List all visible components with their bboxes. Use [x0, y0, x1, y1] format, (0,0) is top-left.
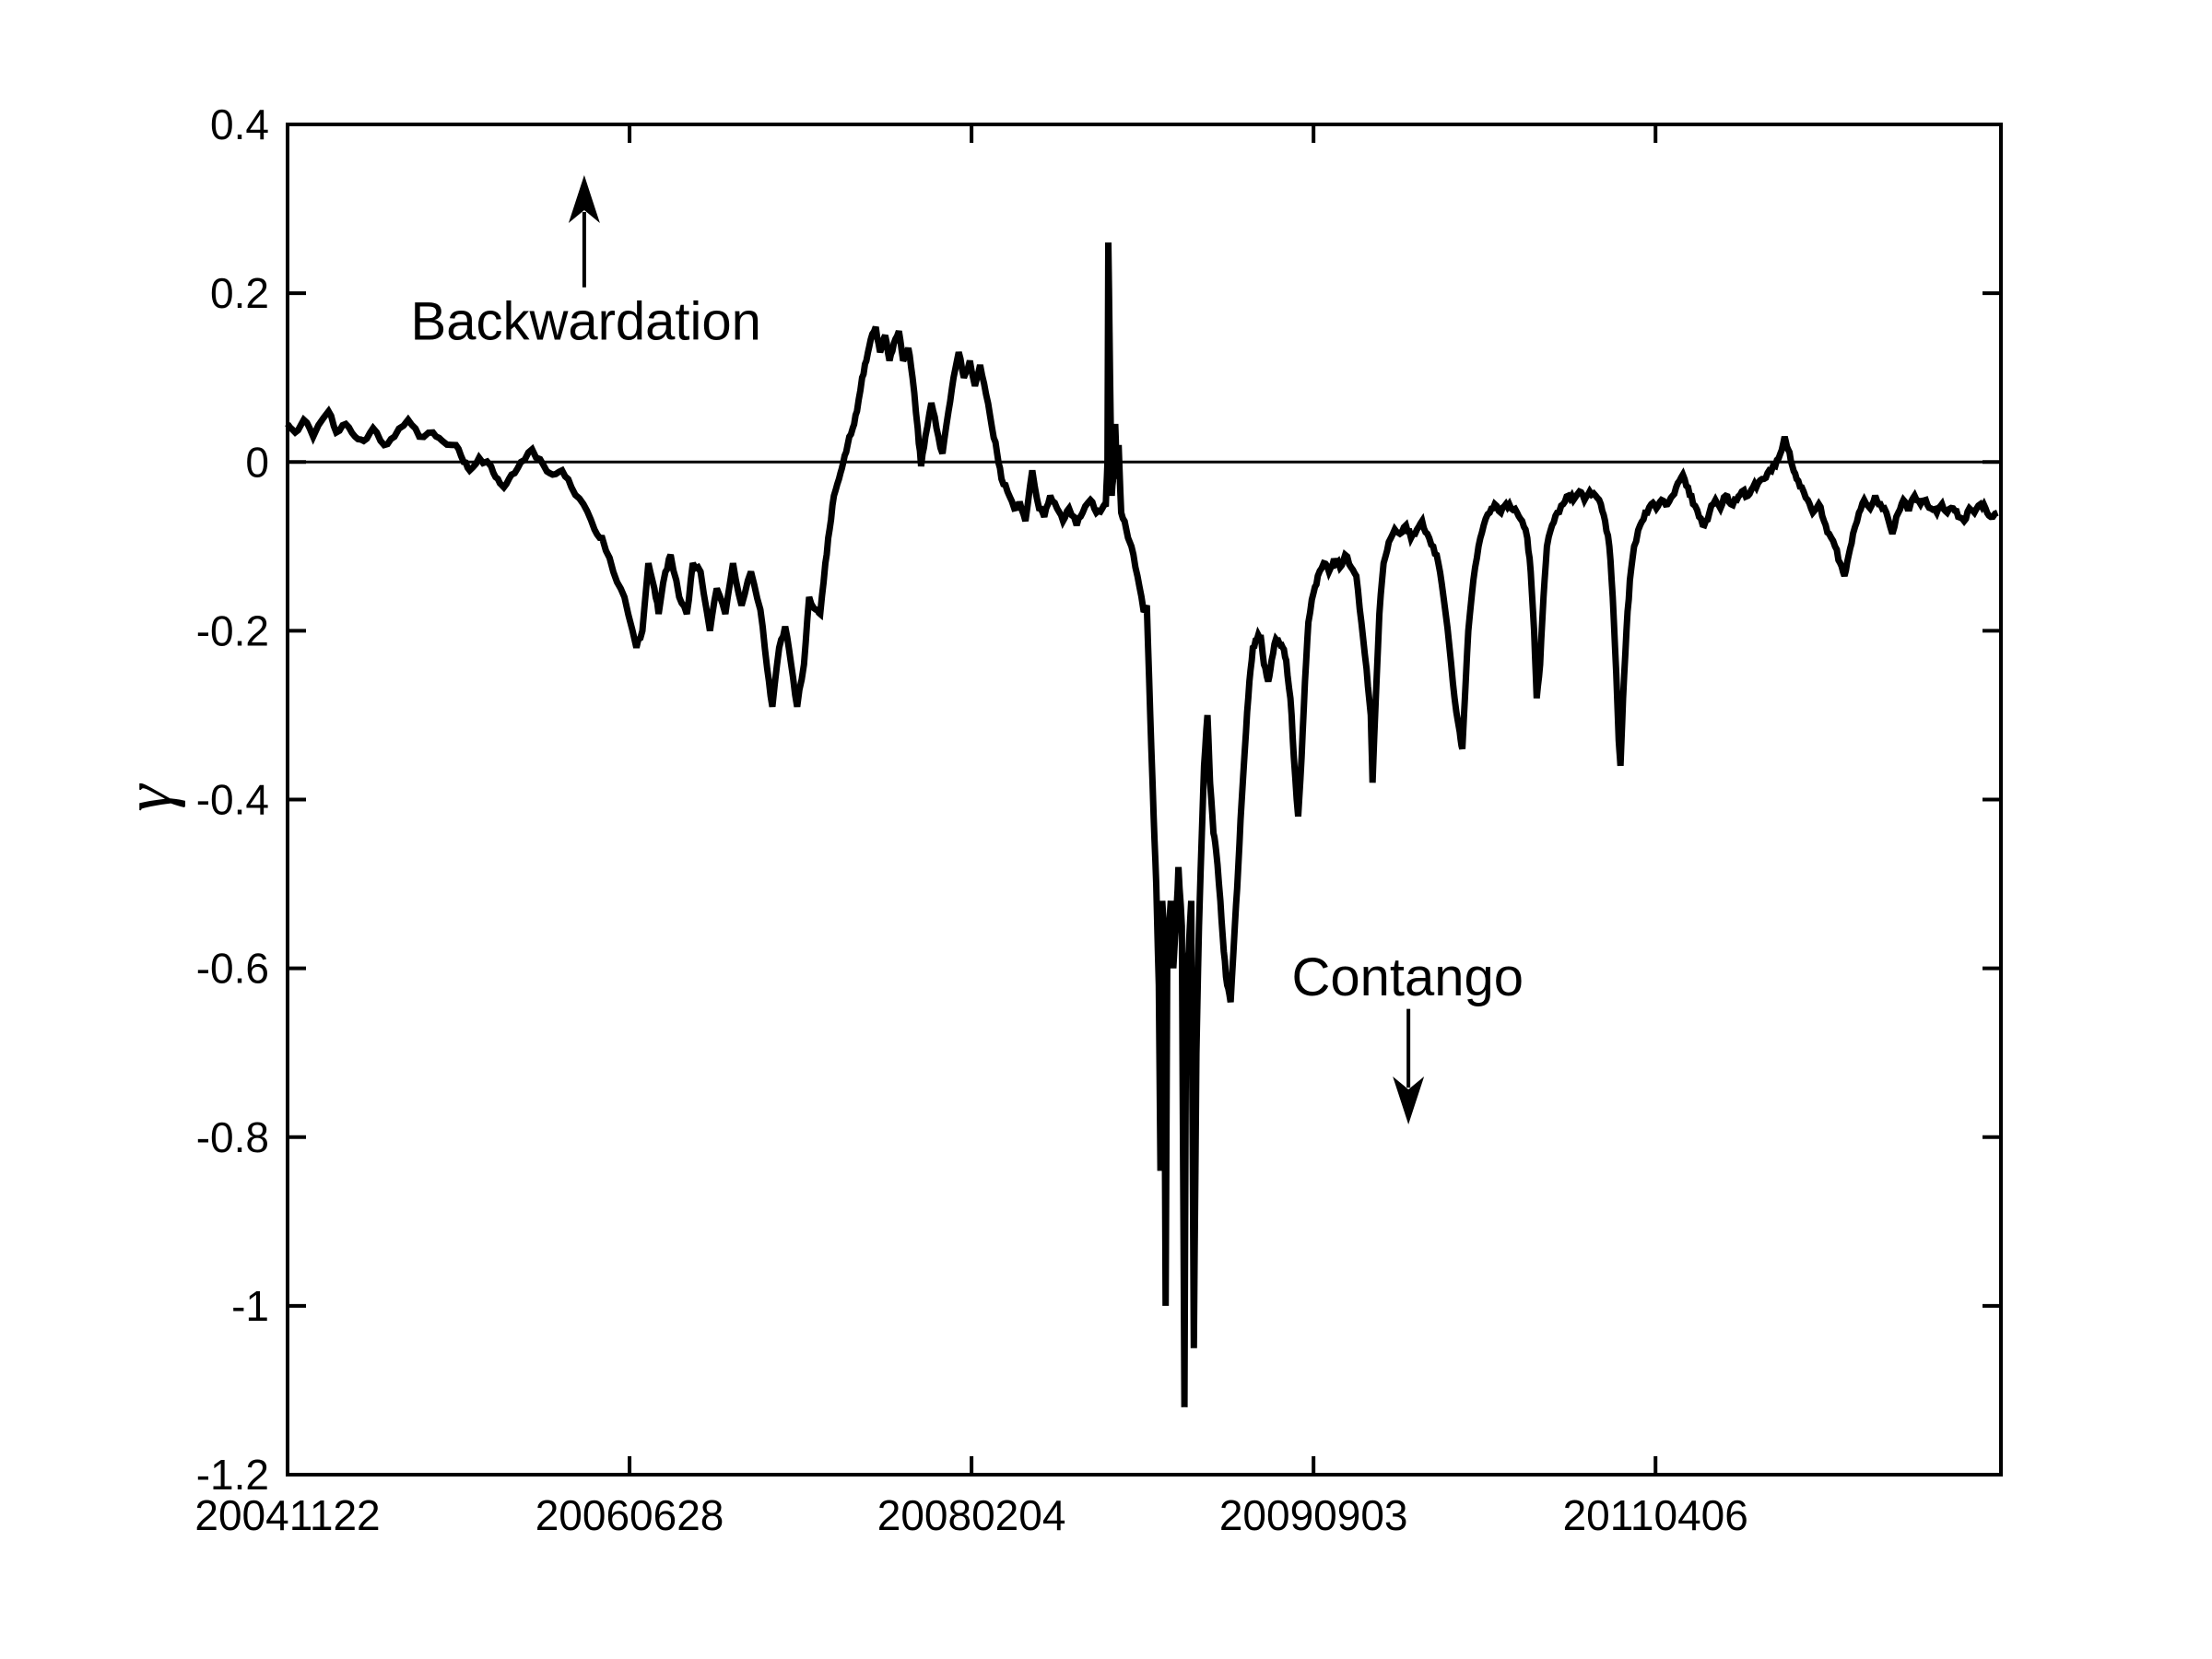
y-axis-tick-label: -0.8 [196, 1113, 269, 1161]
x-axis-tick-label: 20060628 [535, 1491, 724, 1539]
y-axis-tick-label: -1.2 [196, 1451, 269, 1499]
y-axis-tick-label: 0 [245, 438, 269, 486]
y-axis-tick-label: -0.2 [196, 606, 269, 654]
annotation-contango-label: Contango [1291, 947, 1524, 1007]
x-axis-tick-label: 20041122 [194, 1491, 380, 1539]
down-arrow-head-icon [1393, 1077, 1425, 1125]
x-axis-tick-label: 20110406 [1563, 1491, 1748, 1539]
y-axis-tick-label: -0.4 [196, 776, 269, 824]
y-axis-tick-label: 0.4 [210, 100, 269, 148]
x-axis-tick-label: 20090903 [1219, 1491, 1408, 1539]
y-axis-tick-label: -0.6 [196, 945, 269, 993]
y-axis-label: γ [111, 783, 186, 812]
y-axis-tick-label: 0.2 [210, 269, 269, 317]
x-axis-tick-label: 20080204 [877, 1491, 1066, 1539]
y-axis-tick-label: -1 [231, 1282, 269, 1330]
annotation-backwardation-label: Backwardation [411, 292, 761, 352]
up-arrow-head-icon [568, 174, 600, 223]
gamma-series-line [285, 242, 1999, 1407]
